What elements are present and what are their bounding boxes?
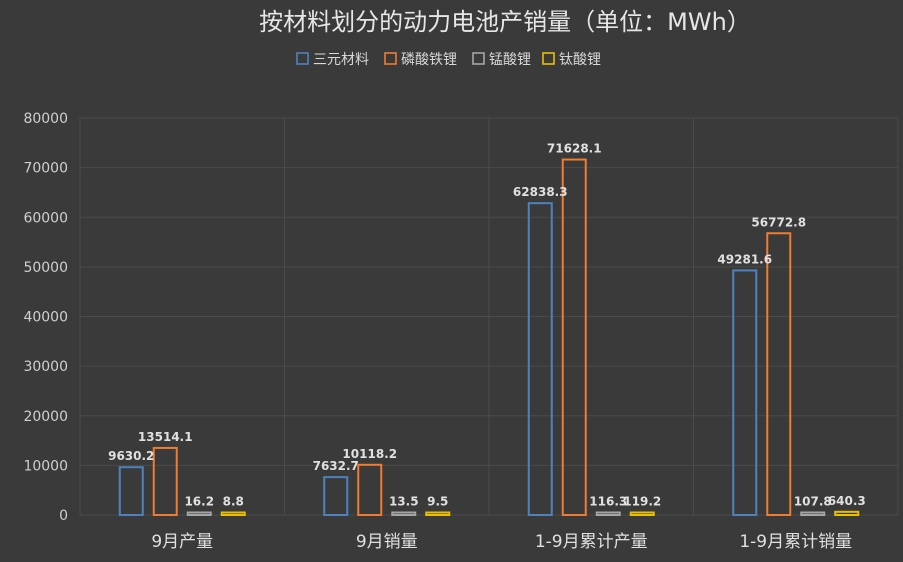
bar <box>391 511 417 516</box>
legend: 三元材料 磷酸铁锂 锰酸锂 钛酸锂 <box>296 52 601 68</box>
legend-swatch <box>384 52 397 65</box>
data-label: 9630.2 <box>108 449 154 463</box>
y-tick-label: 60000 <box>23 210 68 226</box>
y-tick-label: 20000 <box>23 409 68 425</box>
legend-item-label: 磷酸铁锂 <box>401 52 457 68</box>
legend-item-label: 锰酸锂 <box>489 52 531 68</box>
bar <box>357 463 383 516</box>
y-tick-label: 70000 <box>23 161 68 177</box>
data-label: 107.8 <box>794 495 832 509</box>
chart-title: 按材料划分的动力电池产销量（单位：MWh） <box>259 8 751 36</box>
legend-swatch <box>542 52 555 65</box>
data-label: 116.3 <box>589 495 627 509</box>
bar <box>732 269 758 516</box>
data-label: 56772.8 <box>751 215 806 229</box>
data-label: 16.2 <box>184 495 214 509</box>
y-tick-label: 0 <box>59 508 68 524</box>
data-label: 9.5 <box>427 495 448 509</box>
bar <box>425 511 451 516</box>
legend-item-label: 钛酸锂 <box>559 52 601 68</box>
bar <box>766 232 792 516</box>
bars <box>118 158 860 517</box>
bar <box>220 511 246 516</box>
y-tick-label: 50000 <box>23 260 68 276</box>
x-axis: 9月产量 9月销量 1-9月累计产量 1-9月累计销量 <box>151 532 852 552</box>
y-axis: 0 10000 20000 30000 40000 50000 60000 70000 8000… <box>23 111 68 524</box>
x-tick-label: 1-9月累计产量 <box>535 532 648 552</box>
data-label: 62838.3 <box>513 185 568 199</box>
data-label: 71628.1 <box>547 142 602 156</box>
y-tick-label: 10000 <box>23 458 68 474</box>
data-label: 13514.1 <box>138 430 193 444</box>
bar <box>800 511 826 516</box>
legend-swatch <box>296 52 309 65</box>
bar <box>834 510 860 516</box>
data-label: 13.5 <box>389 495 419 509</box>
x-tick-label: 9月产量 <box>151 532 213 552</box>
bar <box>629 511 655 516</box>
data-label: 8.8 <box>223 495 244 509</box>
x-tick-label: 1-9月累计销量 <box>739 532 852 552</box>
x-tick-label: 9月销量 <box>356 532 418 552</box>
bar <box>152 446 178 516</box>
bar <box>323 476 349 516</box>
bar <box>118 466 144 517</box>
legend-item-label: 三元材料 <box>313 52 369 68</box>
bar <box>561 158 587 516</box>
legend-swatch <box>472 52 485 65</box>
data-label: 640.3 <box>828 494 866 508</box>
y-tick-label: 80000 <box>23 111 68 127</box>
data-label: 49281.6 <box>717 252 772 266</box>
data-label: 7632.7 <box>313 459 359 473</box>
data-label: 119.2 <box>623 495 661 509</box>
data-label: 10118.2 <box>342 447 397 461</box>
gridlines <box>79 117 899 516</box>
bar <box>527 202 553 516</box>
y-tick-label: 30000 <box>23 359 68 375</box>
bar <box>186 511 212 516</box>
y-tick-label: 40000 <box>23 310 68 326</box>
bar <box>595 511 621 516</box>
